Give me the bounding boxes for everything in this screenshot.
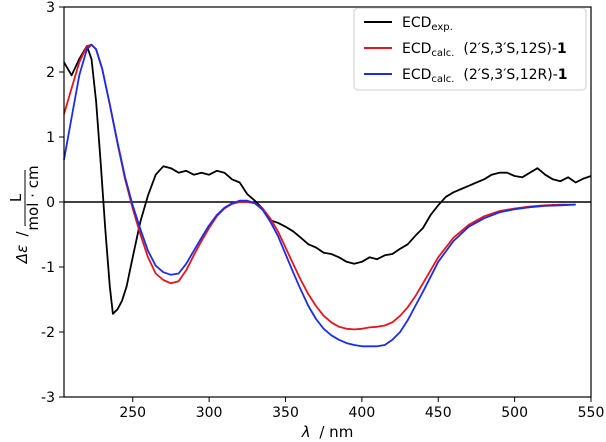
y-tick-label: 0 (46, 195, 55, 211)
legend: ECDexp. ECDcalc. (2′S,3′S,12S)-1 ECDcalc… (353, 7, 587, 91)
y-axis-unit-denominator: mol · cm (24, 165, 42, 230)
legend-entry-calc-12r: ECDcalc. (2′S,3′S,12R)-1 (364, 67, 568, 85)
x-tick-label: 350 (272, 405, 299, 421)
legend-entry-calc-12s: ECDcalc. (2′S,3′S,12S)-1 (364, 41, 567, 59)
y-tick-label: 2 (46, 65, 55, 81)
x-tick-label: 300 (196, 405, 223, 421)
x-tick-label: 500 (501, 405, 528, 421)
x-axis-unit: / nm (319, 423, 353, 441)
y-tick-label: -1 (41, 260, 55, 276)
x-axis: 250 300 350 400 450 500 550 (119, 397, 604, 421)
x-tick-label: 250 (119, 405, 146, 421)
series-exp-line (63, 45, 592, 315)
x-axis-title: λ / nm (301, 423, 354, 441)
x-tick-label: 400 (349, 405, 376, 421)
legend-label-calc-12s: ECDcalc. (2′S,3′S,12S)-1 (402, 41, 567, 59)
y-tick-label: 1 (46, 130, 55, 146)
legend-label-exp: ECDexp. (402, 15, 453, 33)
y-axis-sep: / (13, 231, 31, 237)
y-tick-label: -2 (41, 325, 55, 341)
x-axis-symbol: λ (301, 423, 311, 441)
series-layer (63, 43, 592, 348)
y-axis-symbol: Δε (13, 245, 31, 264)
y-tick-label: -3 (41, 390, 55, 406)
y-axis: -3 -2 -1 0 1 2 3 (41, 0, 64, 406)
y-axis-unit-numerator: L (7, 193, 25, 202)
series-calc-12r-line (63, 43, 576, 348)
y-tick-label: 3 (46, 0, 55, 16)
x-tick-label: 450 (425, 405, 452, 421)
legend-entry-exp: ECDexp. (364, 15, 453, 33)
legend-box (353, 7, 587, 91)
y-axis-title: Δε / L mol · cm (7, 165, 42, 264)
x-tick-label: 550 (578, 405, 605, 421)
legend-label-calc-12r: ECDcalc. (2′S,3′S,12R)-1 (402, 67, 568, 85)
